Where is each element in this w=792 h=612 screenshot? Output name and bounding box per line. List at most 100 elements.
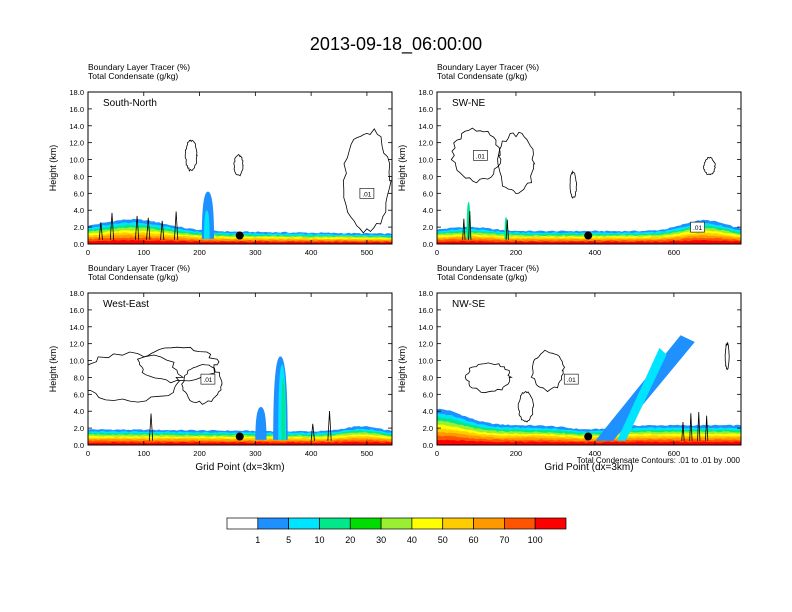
location-marker [584,432,593,441]
x-tick-label: 200 [193,248,206,257]
condensate-contour [724,341,730,371]
y-axis-label: Height (km) [48,346,58,393]
y-tick-label: 12.0 [69,340,84,349]
y-tick-label: 8.0 [423,373,433,382]
y-tick-label: 6.0 [423,189,433,198]
x-tick-label: 0 [435,248,439,257]
condensate-contour [233,153,244,177]
panel-header-line: Total Condensate (g/kg) [437,272,527,282]
y-tick-label: 4.0 [74,206,84,215]
y-tick-label: 18.0 [69,289,84,298]
y-tick-label: 14.0 [69,122,84,131]
contour-label-box [690,221,705,233]
condensate-contour [136,346,220,384]
x-tick-label: 400 [589,248,602,257]
plot-frame [436,91,742,245]
plot-frame [87,292,393,446]
convective-spike [160,220,165,240]
x-tick-label: 0 [86,449,90,458]
location-marker [235,231,244,240]
y-tick-label: 0.0 [423,240,433,249]
colorbar-swatch [473,517,505,530]
panel-header-line: Boundary Layer Tracer (%) [437,62,539,72]
x-tick-label: 100 [138,449,151,458]
contour-label: .01 [693,225,702,232]
panel-label: South-North [103,98,157,109]
condensate-contour [703,156,716,176]
x-tick-label: 400 [305,248,318,257]
panel-label: NW-SE [452,299,485,310]
x-axis-label: Grid Point (dx=3km) [544,462,633,473]
contour-label: .01 [362,191,371,198]
condensate-contour [517,390,534,423]
y-tick-label: 16.0 [69,105,84,114]
location-marker [584,231,593,240]
y-axis-label: Height (km) [48,145,58,192]
x-tick-label: 600 [668,248,681,257]
x-tick-label: 300 [249,248,262,257]
contour-label: .01 [203,377,212,384]
y-tick-label: 2.0 [423,223,433,232]
condensate-contour [497,131,536,195]
condensate-contour [184,139,198,172]
panels: Boundary Layer Tracer (%)Total Condensat… [48,62,742,473]
y-tick-label: 0.0 [74,240,84,249]
y-tick-label: 8.0 [423,172,433,181]
y-tick-label: 10.0 [69,357,84,366]
x-tick-label: 600 [668,449,681,458]
y-tick-label: 6.0 [423,390,433,399]
panel-nwse: Boundary Layer Tracer (%)Total Condensat… [397,263,742,473]
tracer-band [88,239,392,244]
y-tick-label: 2.0 [74,424,84,433]
tracer-plume [616,347,667,441]
x-tick-label: 500 [361,248,374,257]
tracer-band [88,441,392,445]
contour-label: .01 [567,377,576,384]
colorbar-label: 40 [407,535,417,545]
x-tick-label: 0 [86,248,90,257]
y-tick-label: 12.0 [418,139,433,148]
condensate-contour [530,349,565,393]
y-tick-label: 6.0 [74,189,84,198]
x-tick-label: 500 [361,449,374,458]
colorbar-label: 30 [376,535,386,545]
panel-we: Boundary Layer Tracer (%)Total Condensat… [48,263,393,473]
y-tick-label: 10.0 [418,357,433,366]
y-tick-label: 18.0 [418,88,433,97]
colorbar-label: 60 [469,535,479,545]
x-tick-label: 0 [435,449,439,458]
tracer-field [88,346,392,445]
y-tick-label: 8.0 [74,172,84,181]
figure-title: 2013-09-18_06:00:00 [310,34,482,55]
convective-spike [109,212,115,240]
y-axis-label: Height (km) [397,346,407,393]
contour-label-box [359,188,375,199]
colorbar-swatch [411,517,444,530]
location-marker [235,432,244,441]
y-tick-label: 16.0 [418,306,433,315]
colorbar-swatch [380,517,413,530]
contour-label-box [473,150,488,161]
contour-label-box [200,373,216,385]
condensate-contour [464,362,513,394]
y-tick-label: 18.0 [418,289,433,298]
tracer-plume [255,407,267,440]
y-tick-label: 6.0 [74,390,84,399]
plot-frame [87,91,393,245]
colorbar-label: 100 [528,535,543,545]
y-tick-label: 10.0 [69,156,84,165]
y-axis-label: Height (km) [397,145,407,192]
tracer-field [437,335,741,445]
y-tick-label: 12.0 [418,340,433,349]
convective-spike [135,215,140,240]
contour-note: Total Condensate Contours: .01 to .01 by… [577,456,741,465]
y-tick-label: 4.0 [423,407,433,416]
colorbar-label: 20 [345,535,355,545]
panel-header-line: Boundary Layer Tracer (%) [437,263,539,273]
y-tick-label: 4.0 [423,206,433,215]
y-tick-label: 10.0 [418,156,433,165]
x-tick-label: 200 [193,449,206,458]
condensate-contour [88,351,185,403]
condensate-contour [450,127,502,184]
x-tick-label: 200 [510,248,523,257]
